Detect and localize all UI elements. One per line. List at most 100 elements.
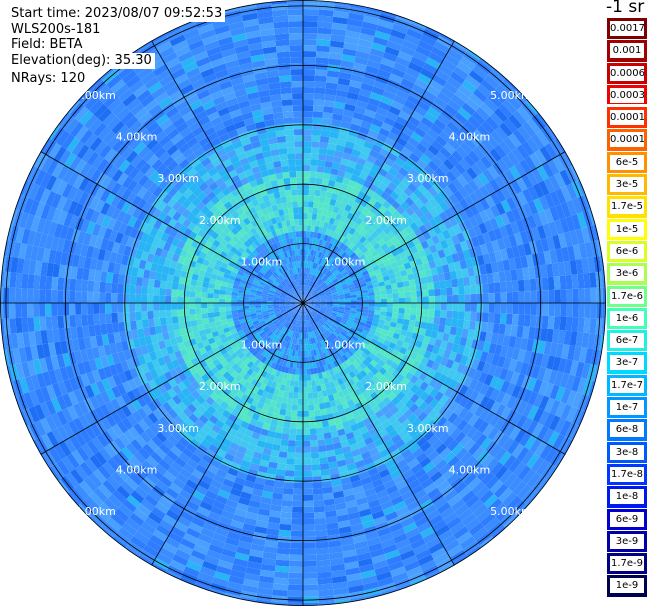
data-cell	[335, 285, 343, 291]
data-cell	[285, 286, 291, 291]
data-cell	[320, 300, 327, 303]
data-cell	[313, 307, 320, 312]
data-cell	[308, 280, 312, 287]
data-cell	[404, 308, 411, 315]
data-cell	[299, 231, 303, 238]
data-cell	[308, 303, 315, 306]
data-cell	[274, 270, 281, 277]
data-cell	[231, 363, 240, 371]
data-cell	[309, 362, 314, 369]
data-cell	[340, 281, 347, 286]
data-cell	[318, 312, 324, 317]
data-cell	[288, 386, 295, 393]
data-cell	[445, 279, 453, 288]
data-cell	[274, 474, 285, 482]
data-cell	[295, 153, 303, 160]
data-cell	[303, 470, 313, 477]
data-cell	[228, 261, 236, 268]
data-cell	[330, 211, 338, 219]
data-cell	[254, 352, 262, 359]
data-cell	[283, 482, 294, 489]
data-cell	[289, 282, 294, 288]
data-cell	[245, 319, 253, 325]
data-cell	[331, 267, 337, 274]
data-cell	[267, 360, 273, 368]
data-cell	[383, 339, 391, 347]
data-cell	[298, 225, 303, 232]
data-cell	[336, 335, 344, 342]
data-cell	[434, 295, 441, 303]
data-cell	[276, 203, 283, 211]
data-cell	[368, 400, 378, 409]
data-cell	[330, 355, 336, 362]
data-cell	[326, 185, 335, 193]
data-cell	[386, 231, 396, 240]
data-cell	[296, 273, 300, 280]
data-cell	[243, 303, 250, 307]
data-cell	[279, 240, 285, 247]
data-cell	[542, 290, 549, 303]
data-cell	[224, 268, 232, 275]
data-cell	[377, 359, 386, 368]
data-cell	[341, 222, 348, 231]
data-cell	[325, 292, 332, 296]
data-cell	[177, 309, 184, 317]
data-cell	[530, 290, 537, 303]
data-cell	[329, 400, 337, 408]
data-cell	[338, 242, 346, 250]
data-cell	[440, 310, 447, 319]
data-cell	[242, 365, 251, 373]
data-cell	[282, 493, 293, 501]
data-cell	[347, 283, 355, 289]
data-cell	[353, 247, 361, 255]
data-cell	[207, 298, 214, 303]
data-cell	[342, 368, 349, 376]
data-cell	[324, 401, 331, 409]
data-cell	[226, 314, 233, 320]
data-cell	[261, 308, 268, 312]
data-cell	[307, 386, 313, 393]
data-cell	[278, 247, 284, 254]
data-cell	[300, 249, 303, 256]
data-cell	[215, 363, 224, 371]
data-cell	[220, 315, 227, 321]
data-cell	[385, 239, 394, 248]
data-cell	[295, 165, 303, 172]
data-cell	[69, 290, 76, 303]
data-cell	[171, 296, 178, 303]
data-cell	[303, 380, 308, 387]
data-cell	[432, 323, 440, 332]
data-cell	[268, 310, 275, 315]
data-cell	[257, 368, 264, 376]
data-cell	[242, 250, 250, 258]
data-cell	[341, 283, 348, 288]
data-cell	[370, 230, 379, 239]
data-cell	[196, 280, 204, 287]
data-cell	[368, 303, 375, 307]
data-cell	[298, 308, 301, 315]
data-cell	[159, 303, 166, 311]
data-cell	[57, 315, 65, 329]
data-cell	[273, 280, 280, 286]
data-cell	[275, 197, 282, 205]
data-cell	[314, 336, 319, 343]
data-cell	[366, 253, 374, 261]
data-cell	[311, 458, 320, 465]
data-cell	[177, 315, 185, 323]
data-cell	[324, 311, 331, 316]
data-cell	[345, 322, 353, 328]
data-cell	[334, 200, 342, 208]
data-cell	[273, 191, 281, 199]
data-cell	[222, 341, 231, 348]
data-cell	[363, 260, 371, 267]
data-cell	[249, 261, 257, 268]
data-cell	[286, 195, 293, 203]
data-cell	[201, 287, 209, 293]
data-cell	[284, 476, 294, 483]
data-cell	[279, 303, 286, 306]
data-cell	[323, 432, 332, 440]
data-cell	[303, 63, 316, 70]
data-cell	[304, 314, 307, 321]
data-cell	[371, 214, 380, 223]
data-cell	[358, 336, 366, 343]
